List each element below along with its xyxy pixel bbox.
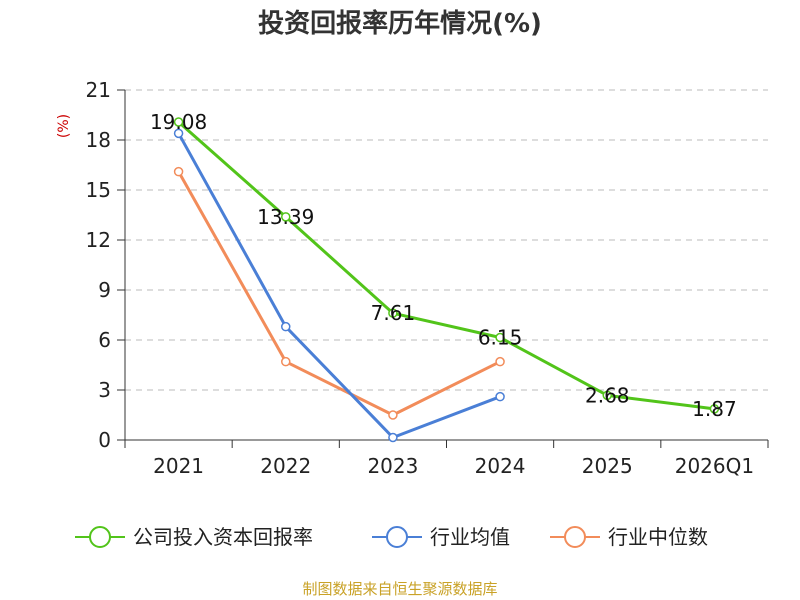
- y-tick-label: 6: [98, 328, 111, 352]
- legend-swatch-marker: [386, 526, 408, 548]
- data-point: [281, 356, 291, 367]
- data-point: [709, 404, 720, 414]
- label-layer: 19.08 13.39 7.61 6.15 2.68 1.87: [150, 110, 737, 421]
- x-tick-label: 2022: [260, 454, 311, 478]
- y-tick-label: 18: [86, 128, 111, 152]
- series-line: [177, 120, 715, 411]
- x-tick-label: 2024: [475, 454, 526, 478]
- chart-title: 投资回报率历年情况(%): [258, 8, 542, 39]
- y-tick-label: 3: [98, 378, 111, 402]
- legend-swatch-marker: [564, 526, 586, 548]
- legend-label: 行业均值: [430, 525, 510, 549]
- grid-layer: [125, 89, 768, 391]
- data-label: 7.61: [371, 301, 416, 325]
- series-line: [177, 170, 501, 417]
- data-point: [281, 212, 291, 222]
- axis-layer: 0 3 6 9 12 15 18 21 2021 2022 2023 2024 2025 2026Q1: [86, 78, 769, 478]
- data-point: [495, 332, 505, 343]
- data-point: [173, 128, 184, 139]
- data-label: 2.68: [585, 383, 630, 407]
- data-label: 1.87: [692, 397, 737, 421]
- x-tick-label: 2026Q1: [675, 454, 754, 478]
- series-line: [177, 132, 501, 439]
- legend-swatch-marker: [89, 526, 111, 548]
- data-label: 13.39: [257, 205, 314, 229]
- data-point: [495, 391, 505, 402]
- y-tick-label: 21: [86, 78, 111, 102]
- data-point: [495, 356, 505, 367]
- data-point: [388, 410, 398, 420]
- y-tick-label: 15: [86, 178, 111, 202]
- x-tick-label: 2023: [367, 454, 418, 478]
- source-note: 制图数据来自恒生聚源数据库: [302, 580, 497, 598]
- y-axis-label: (%): [56, 114, 72, 138]
- data-point: [388, 308, 398, 318]
- legend: 公司投入资本回报率 行业均值 行业中位数: [75, 525, 708, 549]
- data-label: 19.08: [150, 110, 207, 134]
- data-point: [388, 432, 398, 443]
- y-tick-label: 9: [98, 278, 111, 302]
- data-label: 6.15: [478, 326, 523, 350]
- data-point: [173, 117, 184, 127]
- legend-label: 公司投入资本回报率: [133, 525, 313, 549]
- x-tick-label: 2025: [582, 454, 633, 478]
- legend-label: 行业中位数: [608, 525, 708, 549]
- y-tick-label: 12: [86, 228, 111, 252]
- y-tick-label: 0: [98, 428, 111, 452]
- data-point: [602, 390, 612, 401]
- data-point: [173, 166, 184, 177]
- data-point: [281, 321, 291, 332]
- x-tick-label: 2021: [153, 454, 204, 478]
- series-layer: [173, 117, 720, 443]
